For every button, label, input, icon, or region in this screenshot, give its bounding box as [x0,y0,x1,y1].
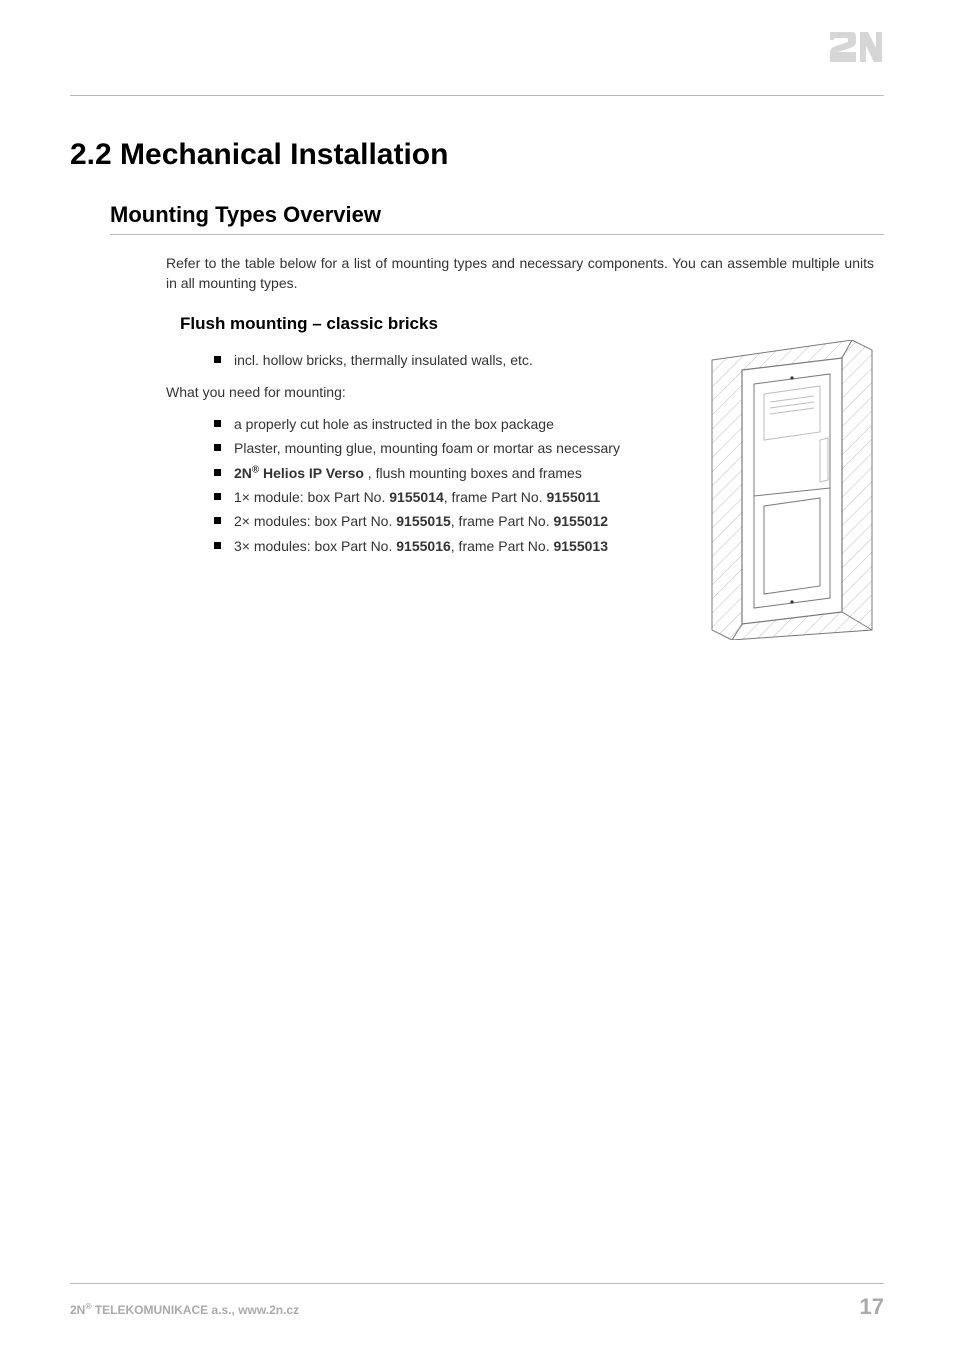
mounting-type-heading: Flush mounting – classic bricks [180,314,874,334]
flush-mount-illustration [702,340,882,645]
part-number: 9155012 [553,513,608,529]
list-item: 3× modules: box Part No. 9155016, frame … [214,536,666,556]
footer-row: 2N® TELEKOMUNIKACE a.s., www.2n.cz 17 [70,1294,884,1320]
mount-diagram-icon [702,340,882,640]
content-area: Refer to the table below for a list of m… [166,253,874,556]
footer-company: 2N® TELEKOMUNIKACE a.s., www.2n.cz [70,1301,299,1317]
list-item: incl. hollow bricks, thermally insulated… [214,350,666,370]
part-number: 9155011 [546,489,600,505]
content-row: incl. hollow bricks, thermally insulated… [166,350,874,556]
list-item: a properly cut hole as instructed in the… [214,414,666,434]
bold-text: 2N® Helios IP Verso [234,465,364,481]
list-item: 2N® Helios IP Verso , flush mounting box… [214,463,666,483]
need-bullet-list: a properly cut hole as instructed in the… [214,414,666,556]
part-number: 9155015 [396,513,451,529]
subsection-wrap: Mounting Types Overview [110,202,884,235]
footer-rule [70,1283,884,1284]
page-footer: 2N® TELEKOMUNIKACE a.s., www.2n.cz 17 [70,1283,884,1320]
section-heading: 2.2 Mechanical Installation [70,138,884,172]
top-bullet-list: incl. hollow bricks, thermally insulated… [214,350,666,370]
subsection-heading: Mounting Types Overview [110,202,884,235]
page: 2.2 Mechanical Installation Mounting Typ… [0,0,954,1350]
part-number: 9155014 [389,489,444,505]
intro-paragraph: Refer to the table below for a list of m… [166,253,874,294]
header-rule [70,95,884,96]
text-column: incl. hollow bricks, thermally insulated… [166,350,666,556]
what-you-need-label: What you need for mounting: [166,382,666,402]
list-item: Plaster, mounting glue, mounting foam or… [214,438,666,458]
page-number: 17 [860,1294,884,1320]
logo-2n-icon [828,30,884,64]
list-item: 1× module: box Part No. 9155014, frame P… [214,487,666,507]
part-number: 9155016 [396,538,451,554]
part-number: 9155013 [553,538,608,554]
brand-logo [828,30,884,69]
list-item: 2× modules: box Part No. 9155015, frame … [214,511,666,531]
